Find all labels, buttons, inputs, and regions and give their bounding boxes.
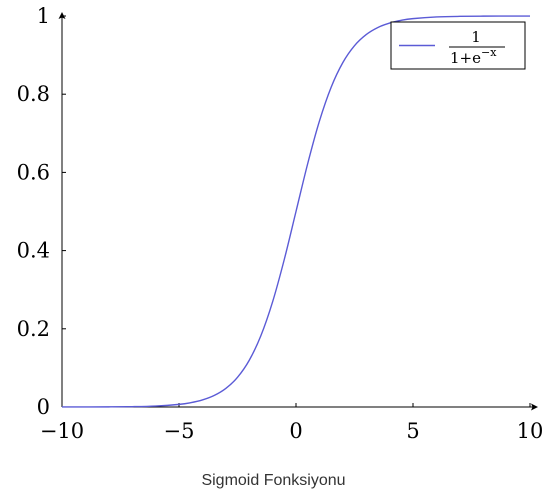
- figure-caption: Sigmoid Fonksiyonu: [201, 472, 346, 489]
- x-axis-ticks: −10 −5 0 5 10: [40, 403, 544, 443]
- y-tick-label: 0.4: [17, 239, 50, 263]
- sigmoid-chart: −10 −5 0 5 10 00.20.40.60.81 11+e−x: [17, 4, 544, 443]
- y-tick-label: 1: [37, 4, 50, 28]
- legend: 11+e−x: [390, 21, 526, 70]
- y-tick-label: 0: [37, 395, 50, 419]
- x-tick-label: −5: [164, 419, 195, 443]
- x-tick-label: 10: [517, 419, 544, 443]
- y-tick-label: 0.2: [17, 317, 50, 341]
- chart-axes: [58, 12, 538, 411]
- legend-denominator-exponent: −x: [481, 46, 497, 59]
- legend-numerator: 1: [471, 28, 481, 46]
- y-tick-label: 0.6: [17, 160, 50, 184]
- series-layer: [61, 15, 531, 408]
- y-tick-label: 0.8: [17, 82, 50, 106]
- x-tick-label: −10: [40, 419, 84, 443]
- x-tick-label: 5: [406, 419, 419, 443]
- series-line-sigmoid: [61, 15, 531, 408]
- x-axis-arrow: [531, 403, 538, 411]
- x-tick-label: 0: [289, 419, 302, 443]
- legend-denominator: 1+e−x: [450, 46, 497, 67]
- legend-denominator-base: 1+e: [450, 49, 481, 67]
- y-axis-ticks: 0 0.2 0.4 0.6 0.8 1: [17, 4, 66, 419]
